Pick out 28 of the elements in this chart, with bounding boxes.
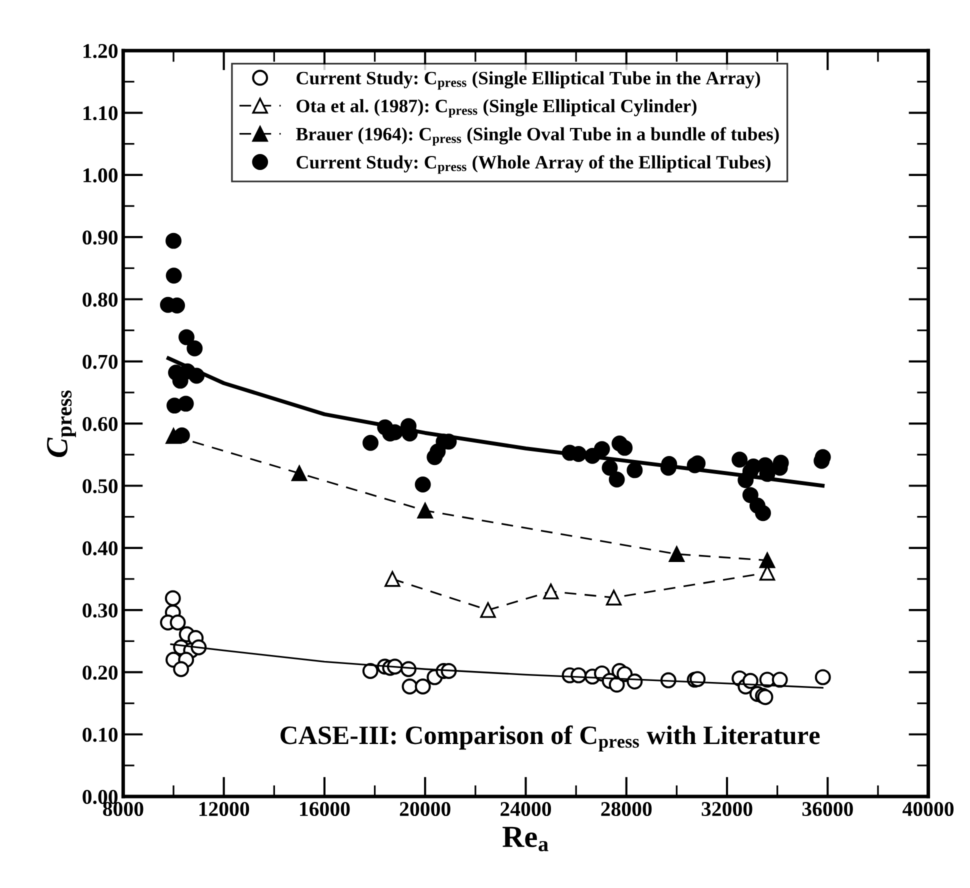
x-tick-label: 32000 [702,802,752,816]
x-tick-label: 12000 [199,802,250,816]
y-tick-label: 0.70 [82,354,118,369]
y-tick-label: 1.10 [84,106,118,120]
y-tick-label: 0.30 [82,603,118,618]
x-tick-label: 40000 [902,802,954,816]
y-tick-label: 1.00 [84,168,118,182]
legend-label: Current Study: C$_{press}$ (Single Elliptical Tube in the Array) [296,71,760,90]
y-tick-label: 0.80 [82,292,118,307]
legend-label: Brauer (1964): C$_{press}$ (Single Oval Tube in a bundle of tubes) [296,127,779,146]
x-tick-label: 24000 [500,802,551,816]
y-tick-label: 0.40 [82,541,118,556]
x-tick-label: 16000 [300,802,350,816]
y-tick-label: 0.90 [82,230,118,245]
legend-label: Ota et al. (1987): C$_{press}$ (Single Elliptical Cylinder) [296,99,696,118]
y-tick-label: 0.20 [82,666,118,680]
x-tick-label: 36000 [802,802,853,816]
y-tick-label: 0.60 [82,416,118,432]
y-tick-label: 0.10 [82,728,118,742]
y-tick-label: 1.20 [84,44,118,58]
legend-label: Current Study: C$_{press}$ (Whole Array of the Elliptical Tubes) [296,155,770,174]
x-tick-label: 20000 [400,802,450,816]
annotation: CASE-III: Comparison of C$_{press}$ with Literature [280,725,820,752]
y-axis-title: C$_{press}$ [46,390,76,458]
x-tick-label: 28000 [601,802,652,816]
x-axis-title: Re$_{a}$ [502,826,548,852]
x-tick-label: 8000 [103,802,144,816]
y-tick-label: 0.50 [82,479,118,494]
